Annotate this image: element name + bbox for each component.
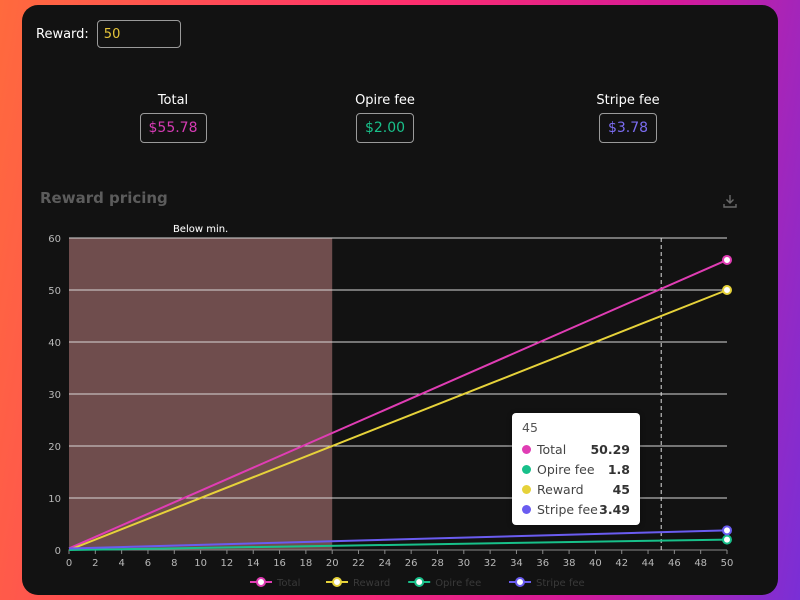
stat-total-value: $55.78 [139,113,207,143]
x-tick-label: 24 [378,558,391,569]
x-tick-label: 0 [66,558,72,569]
stat-stripe-fee: Stripe fee $3.78 [568,93,688,143]
x-tick-label: 44 [642,558,655,569]
x-tick-label: 46 [668,558,681,569]
y-tick-label: 10 [48,494,61,505]
series-end-point [722,534,732,545]
stat-opire-fee: Opire fee $2.00 [325,93,445,143]
x-tick-label: 20 [326,558,339,569]
y-tick-label: 30 [48,390,61,401]
tooltip-name: Opire fee [537,461,595,477]
y-tick-label: 50 [48,286,61,297]
reward-row: Reward: [36,20,181,48]
tooltip-dot [522,484,531,494]
series-end-point [722,254,732,265]
stat-stripe-fee-value: $3.78 [598,113,658,143]
tooltip-dot [522,444,531,454]
x-tick-label: 50 [721,558,734,569]
x-tick-label: 42 [615,558,628,569]
tooltip-dot [522,504,531,514]
tooltip-row-total: Total 50.29 [522,439,630,459]
chart-title: Reward pricing [40,189,168,207]
tooltip-value: 50.29 [590,441,630,457]
legend-marker [332,577,342,587]
legend-item: Total [250,577,300,589]
legend-label: Opire fee [435,578,481,589]
series-line-total [68,259,728,550]
chart-tooltip: 45 Total 50.29 Opire fee 1.8 Reward 45 S… [512,413,640,525]
tooltip-row-stripe-fee: Stripe fee 3.49 [522,499,630,519]
legend-marker [256,577,266,587]
legend-marker [515,577,525,587]
x-tick-label: 6 [145,558,151,569]
x-tick-label: 16 [273,558,286,569]
x-tick-label: 26 [405,558,418,569]
tooltip-row-reward: Reward 45 [522,479,630,499]
series-end-point [722,525,732,536]
y-tick-label: 60 [48,234,61,245]
y-tick-label: 20 [48,442,61,453]
mark-area-label: Below min. [173,224,228,235]
tooltip-value: 1.8 [607,461,630,477]
tooltip-row-opire-fee: Opire fee 1.8 [522,459,630,479]
y-tick-label: 40 [48,338,61,349]
tooltip-title: 45 [522,420,538,435]
legend-label: Stripe fee [536,578,585,589]
tooltip-value: 3.49 [599,501,630,517]
series-end-point [722,285,732,295]
legend-label: Reward [353,578,390,589]
tooltip-name: Stripe fee [537,501,598,517]
x-tick-label: 10 [194,558,207,569]
reward-label: Reward: [36,26,89,42]
download-icon[interactable] [722,193,738,209]
reward-pricing-chart: Reward pricing Below min. 0102030405060 … [40,189,734,589]
series-line-stripe-fee [68,529,728,550]
stat-total: Total $55.78 [114,93,232,143]
stat-stripe-fee-title: Stripe fee [596,93,660,108]
x-tick-label: 48 [694,558,707,569]
legend-item: Reward [326,577,390,589]
tooltip-name: Total [537,441,567,457]
x-tick-label: 36 [536,558,549,569]
legend-label: Total [276,578,300,589]
x-tick-label: 32 [484,558,497,569]
series-line-reward [68,289,728,551]
legend-item: Opire fee [408,577,481,589]
stat-total-title: Total [157,93,189,108]
x-tick-label: 30 [457,558,470,569]
series-line-opire-fee [68,538,728,551]
tooltip-dot [522,464,531,474]
x-tick-label: 40 [589,558,602,569]
legend-item: Stripe fee [509,577,585,589]
legend-marker [414,577,425,587]
chart-container: Reward pricing Below min. 0 10 20 30 40 50 60 … [22,5,778,595]
x-tick-label: 28 [431,558,444,569]
stat-opire-fee-value: $2.00 [355,113,415,143]
x-tick-label: 4 [118,558,124,569]
x-tick-label: 38 [563,558,576,569]
x-tick-label: 14 [247,558,260,569]
stat-opire-fee-title: Opire fee [355,93,415,108]
x-tick-label: 22 [352,558,365,569]
x-tick-label: 34 [510,558,523,569]
x-tick-label: 8 [171,558,177,569]
y-tick-label: 0 [55,546,61,557]
x-tick-label: 2 [92,558,98,569]
tooltip-value: 45 [612,481,630,497]
reward-input[interactable] [96,20,181,48]
x-tick-label: 18 [300,558,313,569]
app-panel: Reward: Total $55.78 Opire fee $2.00 Str… [22,5,778,595]
x-tick-label: 12 [221,558,234,569]
tooltip-name: Reward [537,481,584,497]
